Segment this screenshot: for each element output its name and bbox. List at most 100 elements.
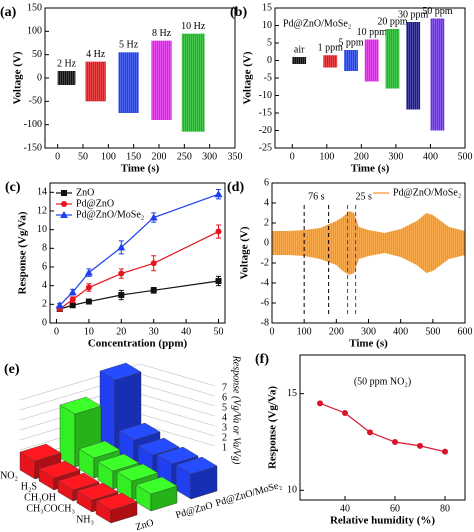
y-tick-label: 0: [264, 237, 269, 248]
marker: [367, 429, 373, 436]
bar-top: [59, 396, 102, 415]
marker: [117, 243, 126, 251]
bar-top: [99, 362, 142, 381]
marker: [317, 400, 323, 407]
category-label: NH₃: [76, 514, 94, 525]
y-tick-label: -2: [261, 257, 269, 268]
grid-line: [139, 403, 216, 427]
z-tick-label: 4: [222, 412, 227, 423]
burst-label: 8 Hz: [152, 28, 172, 39]
y-axis-label: Response (Vg/Va): [17, 211, 29, 294]
x-tick-label: 80: [440, 503, 450, 514]
x-tick-label: 200: [152, 151, 167, 162]
burst-texture: [85, 61, 106, 102]
plot-frame: [274, 7, 466, 149]
y-tick-label: 10: [287, 485, 297, 496]
category-label: NO₂: [0, 470, 18, 481]
z-tick-label: 6: [222, 392, 227, 403]
bar-front: [59, 404, 76, 468]
bar-top: [175, 456, 218, 475]
legend-label: ZnO: [76, 187, 94, 198]
bar: [175, 456, 218, 500]
burst-label: 5 ppm: [338, 37, 364, 48]
marker: [85, 284, 92, 291]
z-tick-label: 3: [222, 422, 227, 433]
x-tick-label: 10: [84, 326, 94, 337]
category-label: H₂S: [21, 481, 37, 492]
x-tick-label: 50: [78, 151, 88, 162]
annotation: 76 s: [308, 191, 325, 202]
y-tick-label: -4: [261, 277, 269, 288]
z-tick-label: 7: [222, 382, 227, 393]
legend-label: Pd@ZnO: [76, 198, 114, 209]
burst-texture: [292, 57, 307, 64]
marker: [69, 296, 76, 303]
x-axis-label: Time (s): [351, 163, 390, 175]
y-tick-label: 6: [42, 261, 47, 272]
z-tick-label: 5: [222, 402, 227, 413]
y-tick-label: 15: [287, 388, 297, 399]
marker: [69, 302, 76, 309]
panel-label: (d): [227, 180, 244, 195]
y-tick-label: 50: [32, 49, 42, 60]
y-tick-label: -50: [29, 96, 42, 107]
x-tick-label: 300: [388, 151, 403, 162]
y-tick-label: 0: [37, 72, 42, 83]
z-tick-label: 2: [222, 432, 227, 443]
plot-frame: [44, 7, 236, 149]
x-tick-label: 200: [354, 151, 369, 162]
x-tick-label: 300: [202, 151, 217, 162]
x-tick-label: 30: [149, 326, 159, 337]
panel-label: (f): [255, 352, 269, 367]
series-line: [319, 402, 446, 453]
burst-texture: [151, 40, 172, 120]
burst-texture: [118, 52, 139, 113]
x-axis-label: Relative humidity (%): [330, 515, 435, 527]
bar-top: [116, 463, 159, 482]
burst-texture: [181, 33, 205, 132]
y-tick-label: 4: [42, 280, 47, 291]
panel-label: (c): [5, 180, 21, 195]
burst-label: 20 ppm: [377, 16, 408, 27]
x-tick-label: 40: [181, 326, 191, 337]
x-tick-label: 100: [319, 151, 334, 162]
burst-texture: [406, 22, 421, 110]
burst-texture: [364, 39, 379, 82]
bar: [135, 476, 178, 512]
marker: [150, 287, 157, 294]
x-tick-label: 50: [214, 326, 224, 337]
marker: [84, 268, 93, 276]
y-tick-label: 6: [264, 177, 269, 188]
series-label: Pd@ZnO: [174, 500, 214, 521]
burst-label: 50 ppm: [422, 6, 453, 17]
y-tick-label: 12: [37, 205, 47, 216]
burst-label: 30 ppm: [398, 9, 429, 20]
series-label: Pd@ZnO/MoSe₂: [214, 480, 283, 509]
x-tick-label: 100: [101, 151, 116, 162]
y-tick-label: -6: [261, 297, 269, 308]
burst-label: 10 Hz: [181, 21, 206, 32]
subtitle: Pd@ZnO/MoSe₂: [283, 18, 351, 29]
y-tick-label: -8: [261, 317, 269, 328]
panel-label: (a): [0, 5, 17, 20]
bar-top: [38, 460, 81, 479]
burst-label: 10 ppm: [357, 27, 388, 38]
x-tick-label: 600: [458, 326, 473, 337]
x-tick-label: 40: [340, 503, 350, 514]
marker: [118, 270, 125, 277]
bar-top: [118, 422, 161, 441]
plot-frame: [271, 182, 466, 324]
marker: [85, 298, 92, 305]
x-axis-label: Time (s): [349, 338, 388, 350]
y-tick-label: 5: [267, 37, 272, 48]
y-tick-label: 0: [42, 317, 47, 328]
burst-label: air: [294, 44, 305, 55]
z-axis-label: Response (Vg/Va or Va/Vg): [231, 355, 242, 465]
plot-frame: [49, 182, 226, 324]
x-tick-label: 500: [425, 326, 440, 337]
grid-line: [139, 383, 216, 407]
grid-line: [139, 413, 216, 437]
y-tick-label: 10: [262, 20, 272, 31]
x-axis-label: Time (s): [121, 163, 160, 175]
